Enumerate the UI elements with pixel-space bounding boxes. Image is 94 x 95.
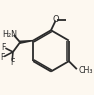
Text: F: F [0, 53, 5, 62]
Polygon shape [20, 41, 33, 43]
Text: F: F [10, 58, 14, 67]
Text: F: F [2, 43, 6, 52]
Text: O: O [53, 15, 59, 24]
Text: H₂N: H₂N [2, 30, 17, 39]
Text: CH₃: CH₃ [79, 66, 93, 74]
